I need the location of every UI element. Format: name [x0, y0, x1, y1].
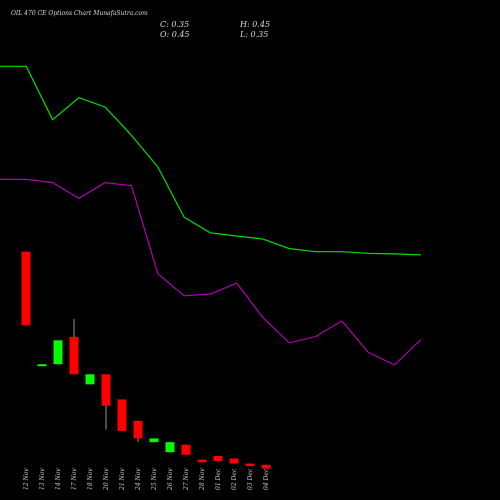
x-tick-label: 25 Nov: [151, 468, 158, 491]
x-tick-label: 24 Nov: [135, 468, 142, 491]
x-tick-label: 28 Nov: [199, 468, 206, 491]
candle-down: [229, 458, 239, 464]
candle-down: [101, 374, 111, 406]
x-tick-label: 14 Nov: [55, 468, 62, 490]
series-line-green: [0, 65, 421, 256]
candle-down: [213, 456, 223, 462]
candle-down: [197, 459, 207, 463]
candle-up: [149, 438, 159, 443]
x-tick-label: 27 Nov: [183, 468, 190, 491]
x-tick-label: 26 Nov: [167, 468, 174, 491]
x-tick-label: 12 Nov: [23, 468, 30, 490]
candle-down: [133, 420, 143, 439]
candle-down: [261, 464, 271, 469]
candle-down: [181, 444, 191, 455]
candle-down: [69, 336, 79, 375]
x-tick-label: 17 Nov: [71, 468, 78, 490]
x-tick-label: 18 Nov: [87, 468, 94, 490]
series-line-magenta: [0, 178, 422, 366]
candle-up: [85, 374, 95, 385]
x-tick-label: 21 Nov: [119, 468, 126, 491]
x-tick-label: 02 Dec: [231, 468, 238, 490]
candle-down: [245, 463, 255, 467]
high-value-label: H: 0.45: [240, 20, 271, 29]
x-tick-label: 03 Dec: [247, 468, 254, 490]
candle-down: [117, 399, 127, 431]
x-tick-label: 04 Dec: [263, 468, 270, 490]
open-value-label: O: 0.45: [160, 30, 190, 39]
close-value-label: C: 0.35: [160, 20, 190, 29]
x-tick-label: 01 Dec: [215, 468, 222, 490]
candle-down: [21, 251, 31, 326]
low-value-label: L: 0.35: [240, 30, 269, 39]
chart-title: OIL 470 CE Options Chart MunafaSutra.com: [11, 10, 148, 17]
candle-up: [37, 364, 47, 367]
x-tick-label: 20 Nov: [103, 468, 110, 491]
candle-up: [53, 340, 63, 365]
candle-up: [165, 442, 175, 453]
x-tick-label: 13 Nov: [39, 468, 46, 490]
